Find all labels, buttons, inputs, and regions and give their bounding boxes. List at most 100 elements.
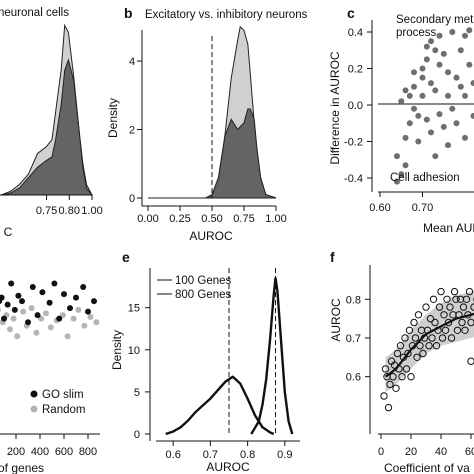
annotation-c-3: Cell adhesion — [390, 172, 460, 184]
scatter-point-d-go-slim — [61, 291, 67, 298]
scatter-point-d-random — [33, 329, 40, 336]
scatter-point-c — [423, 56, 430, 63]
scatter-point-f — [414, 311, 423, 319]
scatter-point-f — [443, 295, 451, 303]
scatter-point-c — [462, 32, 468, 39]
scatter-point-c — [398, 98, 405, 105]
scatter-point-c — [402, 87, 409, 94]
y-tick-label-f: 0.8 — [346, 294, 361, 306]
scatter-point-d-go-slim — [80, 284, 87, 290]
scatter-point-c — [445, 142, 451, 149]
scatter-point-c — [440, 50, 447, 57]
scatter-point-f — [401, 334, 409, 342]
scatter-point-f — [462, 295, 471, 303]
legend-label-e-1: 100 Genes — [175, 275, 232, 287]
x-tick-label-b: 0.50 — [201, 213, 222, 225]
scatter-point-f — [465, 287, 474, 296]
scatter-point-c — [411, 69, 417, 76]
scatter-point-f — [419, 349, 427, 358]
scatter-point-f — [440, 311, 448, 319]
annotation-c-1: Secondary meta — [396, 14, 474, 26]
scatter-point-c — [406, 92, 413, 99]
x-tick-label-f: 0 — [378, 446, 384, 458]
scatter-point-c — [445, 69, 451, 76]
scatter-point-f — [441, 326, 450, 334]
annotation-c-2: process — [396, 27, 437, 39]
scatter-point-d-go-slim — [0, 294, 5, 301]
scatter-point-c — [419, 74, 426, 81]
trend-line-f — [384, 312, 474, 378]
scatter-point-c — [445, 92, 451, 99]
scatter-point-c — [394, 178, 400, 185]
y-axis-label-e: Density — [110, 330, 124, 370]
x-tick-label-a: 0.75 — [36, 205, 57, 217]
y-tick-label-c: 0.2 — [348, 64, 363, 76]
scatter-point-c — [462, 134, 468, 141]
scatter-point-d-random — [0, 307, 1, 313]
scatter-point-f — [467, 357, 474, 365]
scatter-point-f — [452, 295, 460, 303]
scatter-point-d-go-slim — [34, 312, 41, 319]
scatter-point-c — [470, 112, 474, 119]
scatter-point-d-go-slim — [67, 305, 73, 312]
scatter-point-d-go-slim — [29, 284, 36, 290]
scatter-point-c — [466, 27, 473, 34]
scatter-point-d-random — [14, 333, 21, 340]
x-axis-label-d: of genes — [0, 461, 44, 474]
scatter-point-c — [457, 83, 464, 90]
scatter-point-f — [402, 365, 411, 373]
scatter-point-f — [405, 326, 414, 334]
y-tick-label-c: -0.4 — [344, 173, 363, 185]
scatter-point-f — [431, 318, 439, 327]
x-axis-label-a: C — [4, 225, 13, 239]
density-area-b-2 — [148, 108, 277, 199]
scatter-point-d-random — [64, 333, 71, 340]
panel-title-b: Excitatory vs. inhibitory neurons — [145, 9, 308, 21]
scatter-point-d-random — [10, 315, 17, 322]
y-tick-label-b: 0 — [129, 193, 135, 205]
scatter-point-f — [446, 303, 454, 311]
y-tick-label-c: 0.4 — [348, 27, 363, 39]
x-axis-label-c: Mean AUF — [423, 221, 474, 235]
legend-marker-d-1 — [30, 390, 38, 398]
scatter-point-c — [411, 83, 417, 90]
scatter-point-f — [411, 334, 420, 342]
y-tick-label-e: 10 — [128, 345, 140, 357]
x-tick-label-a: 0.80 — [59, 205, 80, 217]
scatter-point-d-go-slim — [56, 315, 63, 322]
scatter-point-d-go-slim — [8, 280, 15, 287]
scatter-point-f — [381, 365, 390, 373]
scatter-point-c — [449, 29, 456, 35]
panel-label-e: e — [122, 249, 130, 265]
scatter-point-d-random — [47, 324, 54, 331]
scatter-point-f — [459, 303, 468, 311]
x-tick-label-e: 0.6 — [166, 449, 181, 461]
x-axis-label-b: AUROC — [189, 229, 233, 243]
scatter-point-d-random — [20, 308, 27, 315]
scatter-point-d-go-slim — [51, 280, 58, 287]
panel-label-c: c — [347, 5, 355, 21]
scatter-point-f — [432, 342, 441, 350]
x-tick-label-f: 40 — [435, 446, 447, 458]
scatter-point-c — [402, 162, 409, 169]
y-axis-label-b: Density — [106, 98, 120, 138]
x-tick-label-d: 800 — [79, 446, 97, 458]
scatter-point-c — [415, 112, 422, 119]
scatter-point-d-random — [7, 326, 13, 333]
x-axis-label-f: Coefficient of va — [384, 461, 470, 474]
scatter-point-c — [398, 171, 405, 178]
scatter-point-c — [436, 61, 443, 68]
scatter-point-c — [453, 120, 460, 127]
x-tick-label-d: 400 — [31, 446, 49, 458]
scatter-point-d-go-slim — [46, 299, 53, 306]
scatter-point-c — [402, 134, 409, 141]
scatter-point-c — [411, 105, 417, 112]
scatter-point-f — [438, 334, 447, 342]
scatter-point-d-random — [93, 319, 100, 326]
legend-marker-d-2 — [30, 405, 38, 413]
x-tick-label-f: 60 — [465, 446, 474, 458]
x-tick-label-e: 0.9 — [277, 449, 292, 461]
scatter-point-f — [444, 318, 453, 327]
y-tick-label-e: 5 — [134, 387, 140, 399]
x-tick-label-d: 200 — [7, 446, 25, 458]
